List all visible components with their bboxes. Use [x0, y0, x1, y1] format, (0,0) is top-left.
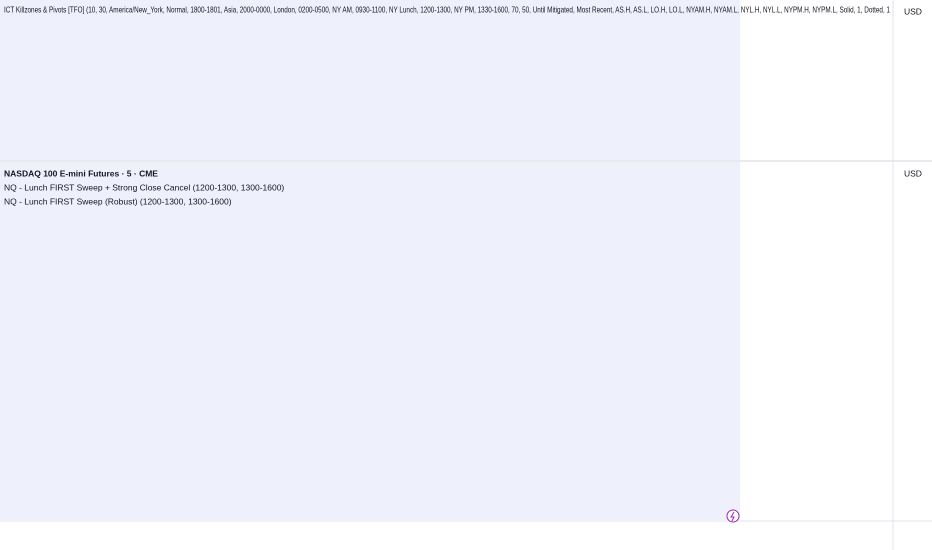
- lightning-glyph: [730, 511, 735, 522]
- lower-pane-bg: [0, 162, 740, 520]
- currency-label: USD: [904, 6, 922, 16]
- symbol-title: NASDAQ 100 E-mini Futures · 5 · CME: [4, 168, 158, 178]
- indicator-legend: NQ - Lunch FIRST Sweep (Robust) (1200-13…: [4, 196, 232, 206]
- lightning-icon[interactable]: [726, 509, 740, 523]
- upper-pane-bg: [0, 0, 740, 160]
- currency-label: USD: [904, 168, 922, 178]
- indicator-label: ICT Killzones & Pivots [TFO] (10, 30, Am…: [4, 4, 890, 14]
- indicator-legend: NQ - Lunch FIRST Sweep + Strong Close Ca…: [4, 182, 284, 192]
